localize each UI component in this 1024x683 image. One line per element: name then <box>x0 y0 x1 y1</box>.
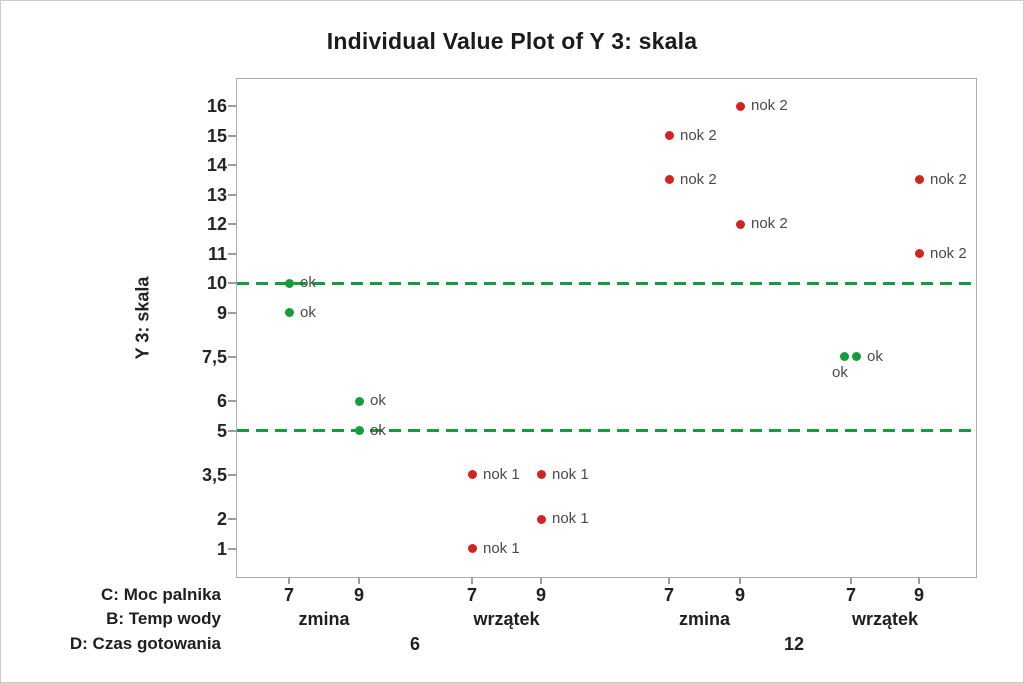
x-axis-value: 6 <box>409 634 421 654</box>
data-point <box>354 426 364 435</box>
point-label: nok 1 <box>483 465 520 483</box>
x-axis-row-label-b: B: Temp wody <box>106 609 221 628</box>
y-tick-label: 3,5 <box>201 464 227 485</box>
y-tick-mark <box>228 518 236 520</box>
x-axis-value: 9 <box>353 585 365 605</box>
y-tick-mark <box>228 105 236 107</box>
x-axis-value: 9 <box>913 585 925 605</box>
y-tick-mark <box>228 473 236 476</box>
y-tick-label: 14 <box>206 155 227 175</box>
data-point <box>284 278 294 288</box>
point-label: ok <box>370 392 386 409</box>
x-axis-row-label-c: C: Moc palnika <box>101 585 221 604</box>
x-axis-value: 12 <box>783 634 805 654</box>
point-label: nok 2 <box>680 170 717 188</box>
point-label: nok 1 <box>483 539 520 557</box>
data-point <box>664 131 674 140</box>
x-tick-mark <box>668 578 670 584</box>
x-axis-value: wrzątek <box>473 609 540 629</box>
x-tick-mark <box>471 578 473 584</box>
y-tick-mark <box>228 252 236 255</box>
y-tick-label: 2 <box>216 509 227 529</box>
data-point <box>354 396 364 406</box>
y-tick-mark <box>228 282 236 284</box>
point-label: ok <box>370 421 386 439</box>
point-label: ok <box>300 274 316 291</box>
data-point <box>536 514 546 524</box>
x-tick-mark <box>918 578 920 584</box>
y-tick-label: 1 <box>216 538 227 559</box>
y-tick-label: 10 <box>206 273 227 293</box>
y-tick-mark <box>228 429 236 432</box>
reference-line <box>237 429 976 432</box>
reference-line <box>237 281 976 285</box>
y-tick-mark <box>228 355 236 358</box>
x-axis-value: 7 <box>466 585 478 605</box>
x-tick-mark <box>540 578 542 584</box>
data-point <box>735 219 745 229</box>
data-point <box>467 544 477 553</box>
y-tick-label: 7,5 <box>201 346 227 367</box>
data-point <box>536 470 546 480</box>
x-tick-mark <box>739 578 741 584</box>
y-tick-mark <box>228 547 236 550</box>
y-tick-mark <box>228 400 236 402</box>
point-label: nok 2 <box>751 215 788 232</box>
data-point <box>914 249 924 258</box>
plot-area <box>236 78 977 578</box>
point-label: ok <box>867 347 883 365</box>
x-axis-value: 9 <box>535 585 547 605</box>
x-axis-value: zmina <box>678 609 731 629</box>
x-tick-mark <box>850 578 852 584</box>
y-tick-label: 12 <box>206 214 227 234</box>
x-axis-value: wrzątek <box>851 609 919 629</box>
data-point <box>664 175 674 185</box>
data-point <box>735 101 745 111</box>
y-tick-mark <box>228 311 236 314</box>
data-point <box>851 352 861 362</box>
point-label: ok <box>832 363 848 381</box>
x-axis-value: 7 <box>845 585 857 605</box>
y-tick-label: 11 <box>207 243 227 264</box>
y-tick-label: 9 <box>216 302 227 323</box>
y-tick-mark <box>228 223 236 225</box>
y-tick-mark <box>228 164 236 166</box>
x-tick-mark <box>288 578 290 584</box>
point-label: nok 2 <box>930 170 967 188</box>
y-tick-label: 15 <box>206 125 227 146</box>
point-label: nok 2 <box>680 126 717 144</box>
x-axis-row-label-d: D: Czas gotowania <box>69 634 221 653</box>
data-point <box>284 308 294 317</box>
point-label: nok 1 <box>552 465 589 483</box>
y-tick-label: 13 <box>206 184 227 205</box>
y-tick-label: 6 <box>216 391 227 411</box>
y-tick-mark <box>228 193 236 196</box>
x-axis-value: zmina <box>298 609 350 629</box>
y-tick-mark <box>228 134 236 137</box>
point-label: ok <box>300 303 316 321</box>
point-label: nok 2 <box>751 97 788 114</box>
x-axis-value: 7 <box>283 585 295 605</box>
data-point <box>914 175 924 185</box>
x-tick-mark <box>358 578 360 584</box>
y-tick-label: 5 <box>216 420 227 441</box>
x-axis-value: 7 <box>663 585 675 605</box>
point-label: nok 2 <box>930 244 967 262</box>
x-axis-value: 9 <box>734 585 746 605</box>
data-point <box>839 352 849 362</box>
data-point <box>467 470 477 480</box>
y-tick-label: 16 <box>206 96 227 116</box>
chart-title: Individual Value Plot of Y 3: skala <box>326 28 698 54</box>
point-label: nok 1 <box>552 510 589 527</box>
